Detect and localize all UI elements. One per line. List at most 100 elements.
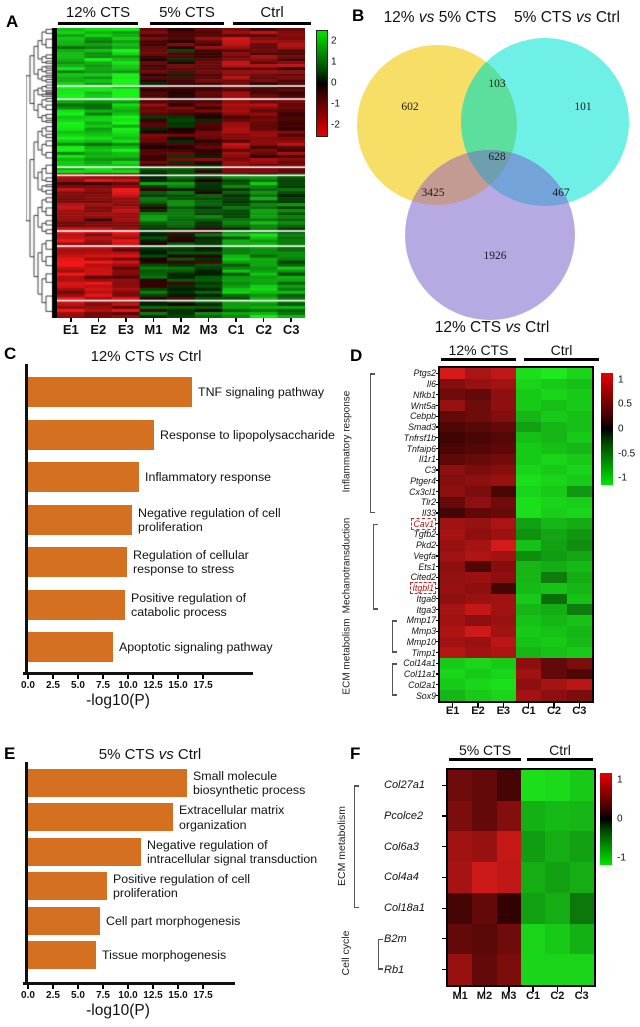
group-header: Ctrl (550, 342, 573, 358)
gene-label: Col2a1 (408, 679, 436, 690)
bar-label: Response to lipopolysaccharide (160, 427, 335, 442)
gene-row-tick (436, 512, 440, 514)
bar-label: Inflammatory response (145, 469, 272, 484)
heatmap-cell (490, 464, 517, 476)
heatmap-cell (465, 572, 492, 584)
heatmap-cell (440, 615, 466, 627)
heatmap-cell (541, 550, 568, 562)
heatmap-cell (490, 561, 517, 573)
heatmap-cell (490, 475, 517, 487)
heatmap-cell (465, 443, 492, 455)
group-header: 5% CTS (458, 742, 512, 758)
axis-tick-label: 15.0 (168, 990, 188, 1001)
axis-tick-label: 7.5 (96, 680, 110, 691)
column-label: E3 (117, 322, 134, 337)
gene-row-tick (436, 447, 440, 450)
column-label: C1 (521, 705, 536, 717)
heatmap-cell (472, 892, 497, 924)
heatmap-cell (515, 400, 542, 412)
venn-count-a: 602 (401, 101, 419, 113)
heatmap-column-tick (459, 986, 461, 992)
gene-row-tick (436, 394, 440, 396)
category-bracket (392, 620, 394, 653)
category-bracket (370, 373, 372, 513)
category-bracket-end (373, 523, 378, 526)
heatmap-cell (520, 954, 546, 986)
heatmap-grid (446, 768, 596, 987)
gene-label: Ets1 (418, 561, 436, 572)
bar (28, 462, 139, 492)
category-bracket-end (392, 663, 397, 665)
heatmap-cell (566, 496, 593, 508)
heatmap-cell (465, 561, 492, 573)
heatmap-cell (440, 647, 466, 659)
heatmap-cell (440, 486, 466, 498)
gene-label: Cav1 (330, 517, 436, 530)
heatmap-cell (566, 453, 593, 466)
heatmap-column-tick (125, 318, 127, 322)
y-axis (25, 762, 28, 985)
heatmap-cell (440, 604, 466, 616)
heatmap-grid (438, 366, 594, 703)
heatmap-cell (465, 432, 492, 444)
heatmap-cell (496, 800, 522, 832)
heatmap-cell (541, 464, 568, 476)
heatmap-cell (465, 507, 492, 519)
gene-label: Rb1 (384, 963, 405, 976)
group-header: Ctrl (233, 4, 311, 25)
axis-tick-label: 5.0 (71, 680, 85, 691)
gene-label: Col18a1 (384, 902, 425, 915)
heatmap-cell (472, 954, 497, 986)
heatmap-cell (515, 443, 542, 455)
heatmap-cell (566, 625, 593, 637)
heatmap-cell (440, 453, 466, 466)
panel-label-b: B (352, 6, 365, 25)
heatmap-cell (490, 615, 517, 627)
heatmap-cell (440, 529, 466, 541)
gene-label: Tgfb2 (413, 529, 437, 540)
heatmap-cell (515, 507, 542, 519)
colorbar (601, 373, 613, 485)
gene-row-tick (436, 404, 440, 407)
heatmap-cell (566, 378, 593, 390)
category-bracket-end (392, 694, 397, 696)
heatmap-cell (541, 582, 568, 594)
heatmap-cell (566, 443, 593, 455)
gene-label: Mmp17 (406, 615, 436, 626)
heatmap-column-tick (508, 986, 510, 992)
heatmap-cell (541, 636, 568, 648)
heatmap-cell (490, 679, 517, 691)
heatmap-cell (541, 421, 568, 433)
gene-label: Itga8 (416, 593, 436, 604)
gene-row-tick (436, 673, 440, 675)
heatmap-cell (490, 400, 517, 412)
heatmap-cell (515, 453, 542, 466)
gene-row-tick (436, 469, 440, 471)
heatmap-cell (465, 389, 492, 401)
heatmap-cell (515, 561, 542, 573)
heatmap-cell (541, 668, 568, 680)
heatmap-cell (566, 432, 593, 444)
colorbar-tick-label: -1 (331, 98, 340, 109)
venn-set-label: 12% vs 5% CTS (384, 9, 497, 26)
axis-tick-label: 2.5 (46, 680, 60, 691)
heatmap-cell (440, 572, 466, 584)
heatmap-cell (566, 615, 593, 627)
bar-label: Negative regulation of intracellular sign… (147, 837, 318, 866)
gene-label: C3 (424, 465, 436, 476)
panel-c-bar-chart: 12% CTS vs Ctrl 0.0 2.5 5.0 7.5 10.0 12.5 15.0 1… (0, 340, 335, 740)
heatmap-cell (566, 690, 593, 702)
heatmap-cell (490, 432, 517, 444)
heatmap-cell (545, 831, 570, 863)
heatmap-cell (448, 831, 473, 863)
heatmap-cell (515, 486, 542, 498)
heatmap-cell (465, 378, 492, 390)
gene-row-tick (436, 652, 440, 654)
heatmap-cell (490, 496, 517, 508)
heatmap-cell (496, 892, 522, 924)
panel-b-venn-diagram: 12% vs 5% CTS 5% CTS vs Ctrl 12% CTS vs Ct… (340, 0, 640, 340)
category-bracket (354, 785, 356, 909)
heatmap-cell (440, 625, 466, 637)
heatmap-cell (490, 486, 517, 498)
heatmap-cell (566, 410, 593, 423)
